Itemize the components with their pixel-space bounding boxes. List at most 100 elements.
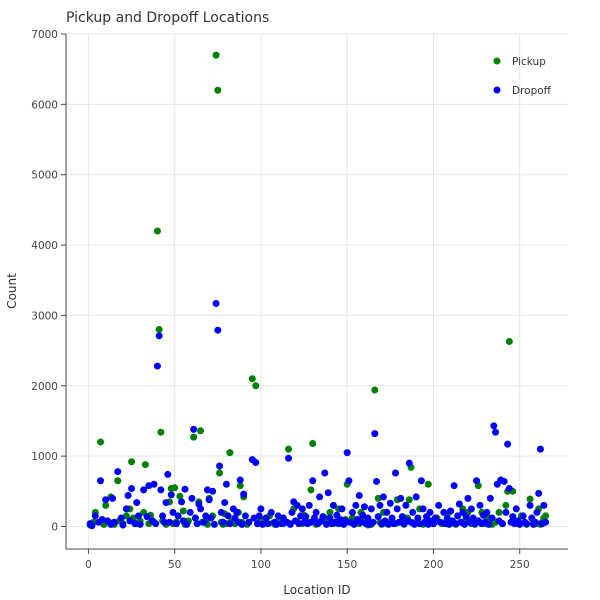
dropoff-point xyxy=(160,518,168,526)
pickup-point xyxy=(214,86,222,94)
dropoff-point xyxy=(264,520,272,528)
series-dropoff xyxy=(86,299,550,530)
dropoff-point xyxy=(209,487,217,495)
dropoff-point xyxy=(298,505,306,513)
dropoff-point xyxy=(155,332,163,340)
dropoff-point xyxy=(236,476,244,484)
pickup-point xyxy=(176,492,184,500)
y-ticks: 0 1000 2000 3000 4000 5000 6000 7000 xyxy=(31,29,66,533)
grid xyxy=(66,33,568,549)
pickup-point xyxy=(502,501,510,509)
dropoff-point xyxy=(190,425,198,433)
dropoff-point xyxy=(222,480,230,488)
y-tick-label: 2000 xyxy=(31,381,58,393)
y-tick-label: 0 xyxy=(51,521,58,533)
dropoff-point xyxy=(379,493,387,501)
dropoff-point xyxy=(498,520,506,528)
dropoff-point xyxy=(288,508,296,516)
dropoff-point xyxy=(169,508,177,516)
legend: Pickup Dropoff xyxy=(493,56,552,97)
x-tick-label: 200 xyxy=(423,559,443,571)
dropoff-point xyxy=(386,499,394,507)
legend-marker-pickup xyxy=(493,57,501,65)
pickup-point xyxy=(171,484,179,492)
chart-title: Pickup and Dropoff Locations xyxy=(66,10,269,26)
dropoff-point xyxy=(316,493,324,501)
dropoff-point xyxy=(157,486,165,494)
dropoff-point xyxy=(238,520,246,528)
pickup-point xyxy=(153,227,161,235)
dropoff-point xyxy=(505,484,513,492)
dropoff-point xyxy=(476,501,484,509)
dropoff-point xyxy=(267,508,275,516)
dropoff-point xyxy=(410,520,418,528)
dropoff-point xyxy=(419,505,427,513)
dropoff-point xyxy=(124,492,132,500)
dropoff-point xyxy=(140,486,148,494)
dropoff-point xyxy=(221,499,229,507)
dropoff-point xyxy=(183,520,191,528)
dropoff-point xyxy=(309,477,317,485)
dropoff-point xyxy=(393,505,401,513)
dropoff-point xyxy=(450,482,458,490)
dropoff-point xyxy=(526,501,534,509)
pickup-point xyxy=(505,337,513,345)
legend-label-pickup: Pickup xyxy=(512,56,546,68)
pickup-point xyxy=(252,382,260,390)
dropoff-point xyxy=(464,494,472,502)
x-tick-label: 150 xyxy=(337,559,357,571)
pickup-point xyxy=(157,428,165,436)
dropoff-point xyxy=(431,514,439,522)
x-tick-label: 250 xyxy=(510,559,530,571)
dropoff-point xyxy=(414,514,422,522)
dropoff-point xyxy=(412,493,420,501)
pickup-point xyxy=(542,512,550,520)
dropoff-point xyxy=(359,511,367,519)
dropoff-point xyxy=(417,477,425,485)
dropoff-point xyxy=(97,477,105,485)
pickup-point xyxy=(190,433,198,441)
dropoff-point xyxy=(345,477,353,485)
dropoff-point xyxy=(473,477,481,485)
dropoff-point xyxy=(214,326,222,334)
y-tick-label: 7000 xyxy=(31,29,58,41)
dropoff-point xyxy=(259,520,267,528)
dropoff-point xyxy=(485,520,493,528)
dropoff-point xyxy=(166,518,174,526)
dropoff-point xyxy=(391,469,399,477)
dropoff-point xyxy=(272,520,280,528)
dropoff-point xyxy=(207,514,215,522)
dropoff-point xyxy=(355,492,363,500)
dropoff-point xyxy=(540,501,548,509)
legend-label-dropoff: Dropoff xyxy=(512,85,552,97)
dropoff-point xyxy=(398,513,406,521)
dropoff-point xyxy=(191,514,199,522)
dropoff-point xyxy=(371,430,379,438)
pickup-point xyxy=(216,469,224,477)
dropoff-point xyxy=(285,454,293,462)
dropoff-point xyxy=(252,458,260,466)
dropoff-point xyxy=(217,508,225,516)
dropoff-point xyxy=(136,520,144,528)
y-tick-label: 6000 xyxy=(31,99,58,111)
pickup-point xyxy=(102,501,110,509)
legend-marker-dropoff xyxy=(493,86,501,94)
dropoff-point xyxy=(535,489,543,497)
dropoff-point xyxy=(302,513,310,521)
dropoff-point xyxy=(150,480,158,488)
pickup-point xyxy=(326,508,334,516)
dropoff-point xyxy=(257,505,265,513)
dropoff-point xyxy=(367,505,375,513)
dropoff-point xyxy=(369,518,377,526)
dropoff-point xyxy=(443,514,451,522)
axes xyxy=(65,34,568,550)
dropoff-point xyxy=(519,512,527,520)
dropoff-point xyxy=(110,518,118,526)
dropoff-point xyxy=(197,505,205,513)
dropoff-point xyxy=(164,470,172,478)
dropoff-point xyxy=(322,520,330,528)
dropoff-point xyxy=(350,520,358,528)
dropoff-point xyxy=(143,513,151,521)
legend-item-dropoff: Dropoff xyxy=(493,85,552,97)
dropoff-point xyxy=(374,513,382,521)
